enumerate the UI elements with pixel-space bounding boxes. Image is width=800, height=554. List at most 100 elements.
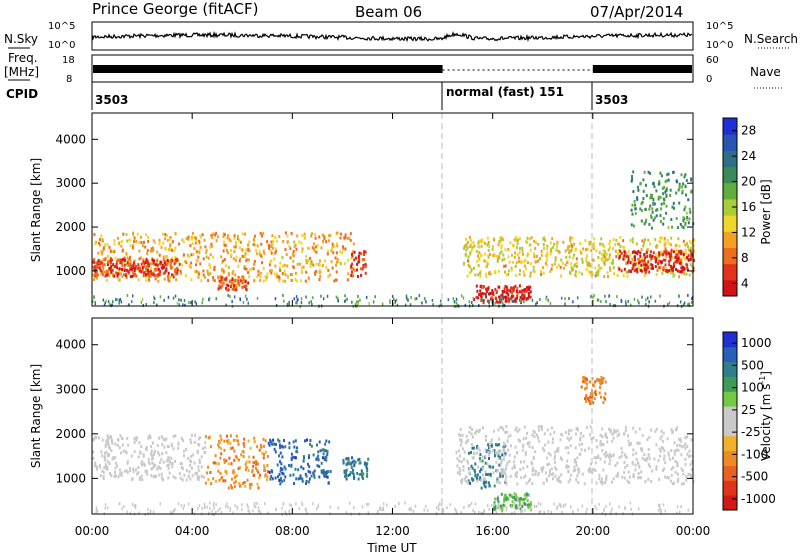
velocity-cell-ground-scatter [658,508,660,512]
power-cell-ground-scatter [308,301,310,305]
velocity-cell [282,445,284,449]
power-cell [647,266,650,270]
power-cell [312,263,315,267]
velocity-cell [676,444,679,448]
velocity-cell [601,435,604,439]
velocity-cell [650,479,653,483]
power-cell [648,223,651,226]
power-cell [353,258,356,262]
power-cell [224,278,227,281]
power-cell-ground-scatter [381,302,384,306]
power-cell [133,259,136,263]
velocity-cell [670,449,673,452]
power-cell [254,243,257,247]
velocity-cell [603,460,606,464]
power-cell [625,262,628,265]
power-cell [93,273,96,277]
velocity-cell-ground-scatter [95,508,98,512]
power-cell [222,249,225,253]
velocity-cell [501,426,504,430]
velocity-cell [638,427,641,431]
power-cell-ground-scatter [645,298,647,302]
power-cell [619,245,622,248]
velocity-cell [120,451,123,455]
velocity-cell [202,475,205,479]
velocity-cell [501,509,504,513]
power-cell [148,264,150,268]
velocity-colorbar-label-end: ] [759,371,773,376]
power-cell [585,257,588,260]
power-cell [270,269,273,273]
power-cell [639,207,642,211]
velocity-cell [156,467,159,471]
velocity-cell [623,471,626,475]
velocity-cell [527,442,530,446]
power-cell [142,258,145,261]
velocity-cell-ground-scatter [149,510,151,514]
power-cell [681,191,684,195]
velocity-cell [140,461,143,465]
power-cell [163,277,166,281]
power-cell [310,260,313,264]
power-cell [659,236,662,240]
power-cell [292,250,295,253]
velocity-cell [154,464,157,467]
power-cell [485,287,487,291]
power-cell [658,180,661,184]
velocity-cell [492,429,495,433]
velocity-cell [600,378,602,382]
power-cell [670,236,673,240]
velocity-cell [589,395,591,399]
velocity-cell [159,461,161,465]
power-cell [264,275,267,279]
velocity-cell [640,470,643,474]
power-cell [546,244,549,248]
x-tick-label: 12:00 [375,524,410,538]
velocity-cell [499,472,502,476]
power-cell [350,270,353,274]
power-cell [301,271,304,274]
power-colorbar-tick-label: 24 [741,149,756,163]
velocity-cell [120,473,123,477]
power-cell [100,260,103,264]
power-cell [554,256,557,260]
power-cell [144,259,147,263]
velocity-cell [194,472,197,476]
power-cell [239,257,242,261]
velocity-cell [592,436,595,440]
power-cell [110,265,113,269]
velocity-cell [177,446,180,450]
velocity-cell-ground-scatter [553,502,555,506]
power-cell [230,254,233,258]
power-cell [560,258,563,262]
power-cell [284,231,287,235]
velocity-cell [496,443,499,447]
velocity-cell [102,470,105,474]
power-cell [227,288,230,292]
power-cell-ground-scatter [322,297,325,301]
power-cell [525,298,528,302]
velocity-cell [156,444,159,447]
power-cell [641,256,644,260]
power-cell [495,300,498,304]
velocity-cell-ground-scatter [442,511,444,514]
power-cell [676,261,679,265]
power-cell [589,264,592,268]
power-cell [339,262,342,266]
velocity-cell-ground-scatter [572,510,574,514]
power-cell [293,240,296,244]
velocity-cell [138,477,141,481]
power-cell [242,278,245,282]
velocity-cell [161,452,164,456]
power-cell [210,242,213,246]
power-cell [468,271,471,275]
power-cell [529,295,532,299]
velocity-cell [207,478,210,482]
power-cell [688,273,691,277]
velocity-cell [284,445,287,449]
power-cell [156,274,159,278]
velocity-cell [218,439,220,443]
velocity-cell [648,457,651,461]
velocity-cell [288,446,291,450]
power-cell [625,255,628,258]
